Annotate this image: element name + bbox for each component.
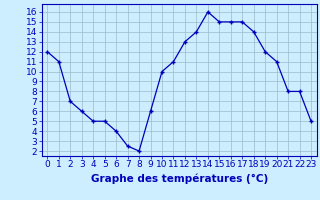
X-axis label: Graphe des températures (°C): Graphe des températures (°C) — [91, 173, 268, 184]
